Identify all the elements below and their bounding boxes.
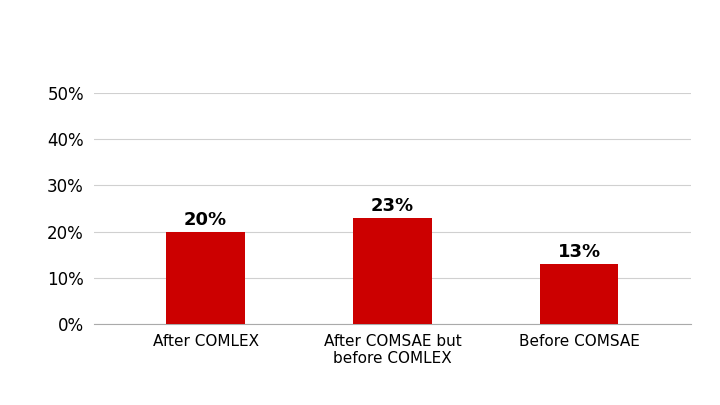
Text: 20%: 20%: [184, 211, 228, 229]
Bar: [354, 218, 431, 324]
Bar: [540, 264, 618, 324]
Text: 23%: 23%: [371, 197, 414, 215]
Text: 13%: 13%: [557, 243, 600, 261]
Text: When did students take the USMLE?: When did students take the USMLE?: [9, 19, 631, 48]
Bar: [166, 232, 245, 324]
